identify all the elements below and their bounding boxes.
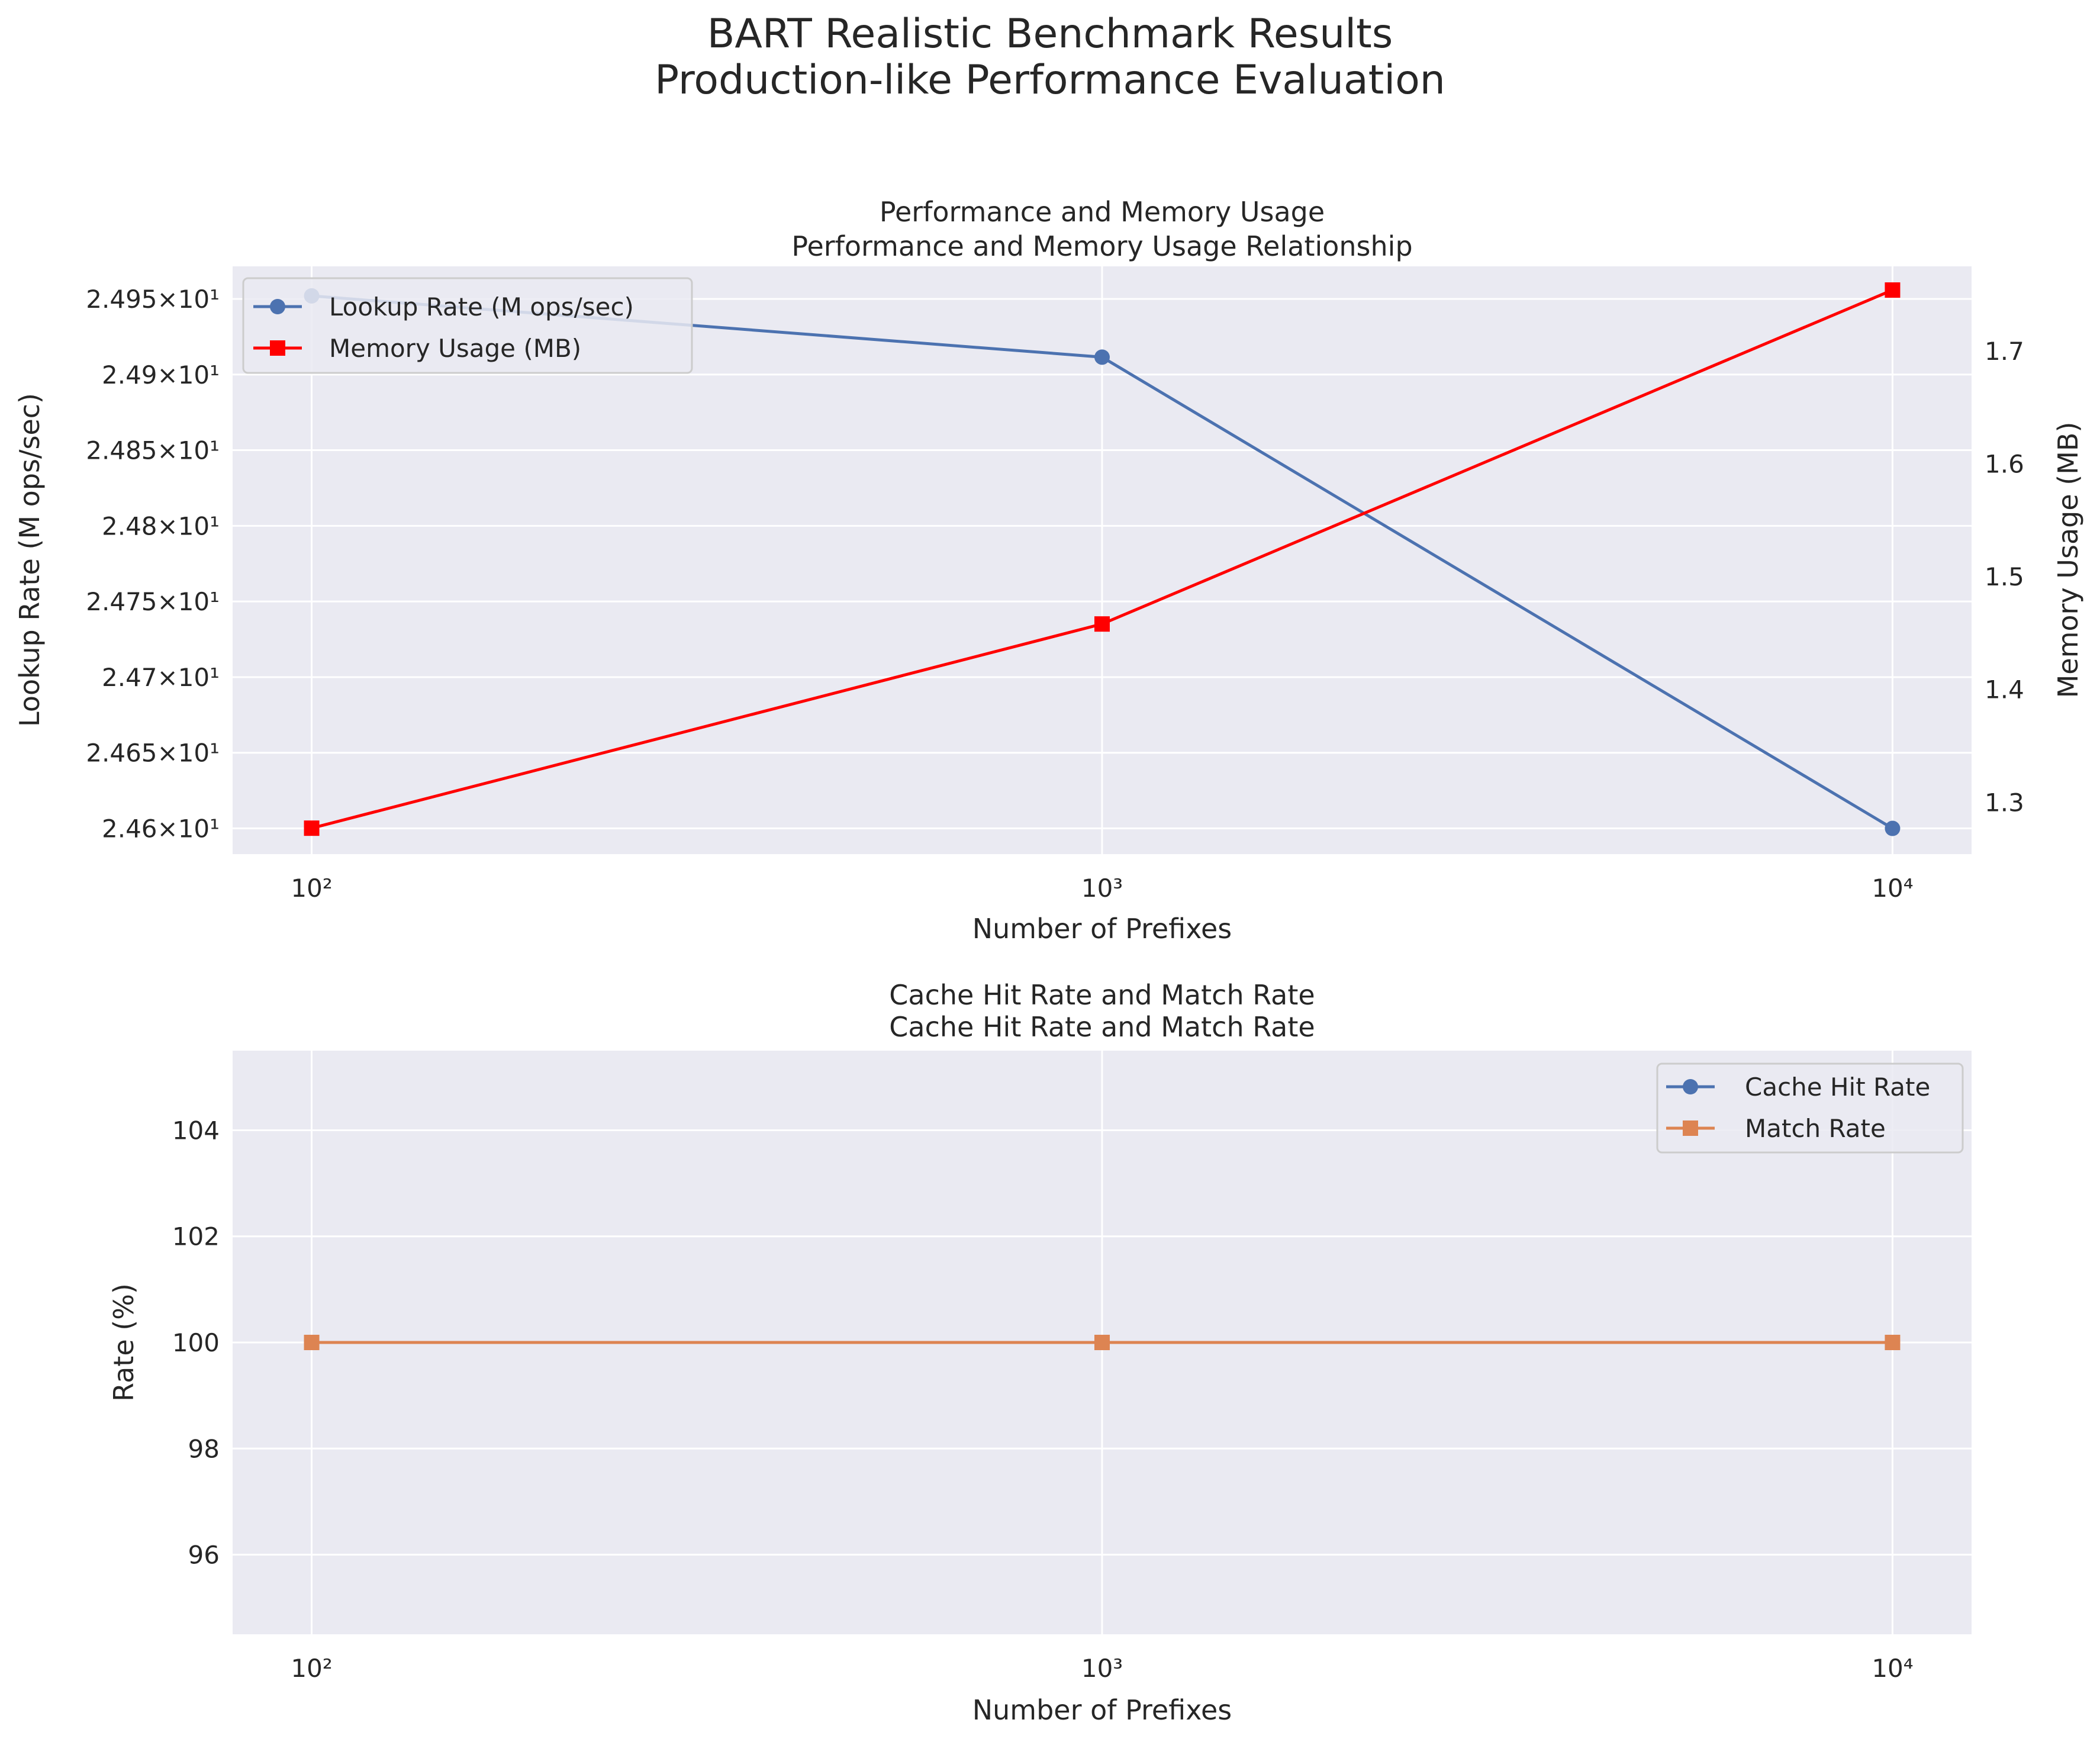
chart1-memory-usage-mb-point: [304, 820, 320, 836]
chart1-y2-tick-label: 1.3: [1985, 788, 2024, 817]
chart2-y-tick-label: 96: [188, 1541, 220, 1570]
chart2-y-axis-ticks: 96 98 100 102 104: [172, 1116, 220, 1569]
chart2-title-line-1: Cache Hit Rate and Match Rate: [889, 979, 1315, 1011]
chart2-y-axis-label: Rate (%): [108, 1283, 140, 1402]
chart1-y-tick-label: 2.49×10¹: [102, 360, 220, 389]
chart1-legend-memory-marker: [270, 340, 285, 356]
cache-match-chart: Cache Hit Rate and Match Rate Cache Hit …: [108, 979, 1972, 1726]
chart2-x-axis-ticks: 10² 10³ 10⁴: [291, 1654, 1913, 1683]
chart2-y-tick-label: 100: [172, 1328, 220, 1357]
chart1-memory-usage-mb-point: [1094, 616, 1110, 632]
chart1-legend-box: [242, 277, 693, 374]
chart1-y-tick-label: 2.465×10¹: [86, 739, 220, 768]
performance-memory-chart: Performance and Memory Usage Performance…: [14, 196, 2084, 945]
chart2-y-tick-label: 98: [188, 1434, 220, 1463]
chart1-memory-usage-mb-point: [1885, 282, 1901, 298]
chart2-x-tick-label: 10⁴: [1872, 1654, 1913, 1683]
chart1-y-tick-label: 2.47×10¹: [102, 663, 220, 692]
chart2-title-line-2: Cache Hit Rate and Match Rate: [889, 1011, 1315, 1043]
chart1-right-axis-ticks: 1.3 1.4 1.5 1.6 1.7: [1985, 337, 2024, 817]
chart1-legend-lookup-label: Lookup Rate (M ops/sec): [329, 292, 634, 321]
chart1-title-line-1: Performance and Memory Usage: [880, 196, 1325, 228]
suptitle-line-2: Production-like Performance Evaluation: [655, 57, 1445, 104]
chart1-right-axis-label: Memory Usage (MB): [2052, 422, 2084, 698]
chart1-y-tick-label: 2.48×10¹: [102, 511, 220, 540]
chart1-y-tick-label: 2.46×10¹: [102, 814, 220, 843]
chart1-y2-tick-label: 1.7: [1985, 337, 2024, 366]
suptitle-line-1: BART Realistic Benchmark Results: [707, 11, 1393, 57]
chart1-y-tick-label: 2.495×10¹: [86, 285, 220, 314]
chart1-x-axis-ticks: 10² 10³ 10⁴: [291, 874, 1913, 903]
chart2-match-rate-point: [1885, 1335, 1901, 1350]
chart1-y2-tick-label: 1.4: [1985, 675, 2024, 704]
chart2-y-tick-label: 102: [172, 1222, 220, 1251]
chart2-legend-cache-marker: [1683, 1079, 1698, 1094]
chart1-lookup-rate-m-ops-sec-point: [1885, 820, 1901, 836]
chart1-y2-tick-label: 1.6: [1985, 450, 2024, 479]
chart2-legend: Cache Hit Rate Match Rate: [1656, 1062, 1964, 1154]
chart2-legend-box: [1656, 1062, 1964, 1154]
chart2-legend-cache-label: Cache Hit Rate: [1745, 1073, 1930, 1102]
chart2-x-tick-label: 10²: [291, 1654, 332, 1683]
chart2-match-rate-point: [304, 1335, 320, 1350]
chart1-y-tick-label: 2.475×10¹: [86, 587, 220, 616]
chart1-legend-lookup-marker: [270, 299, 285, 314]
chart1-y2-tick-label: 1.5: [1985, 562, 2024, 591]
chart1-legend-memory-label: Memory Usage (MB): [329, 334, 581, 363]
chart2-y-tick-label: 104: [172, 1116, 220, 1145]
chart2-legend-match-marker: [1683, 1120, 1698, 1136]
chart2-x-axis-label: Number of Prefixes: [972, 1694, 1232, 1726]
chart1-left-axis-label: Lookup Rate (M ops/sec): [14, 393, 46, 727]
chart1-x-axis-label: Number of Prefixes: [972, 913, 1232, 945]
chart2-x-tick-label: 10³: [1081, 1654, 1123, 1683]
chart2-legend-match-label: Match Rate: [1745, 1114, 1886, 1143]
chart1-x-tick-label: 10⁴: [1872, 874, 1913, 903]
chart2-series: [304, 1335, 1901, 1350]
chart1-title-line-2: Performance and Memory Usage Relationshi…: [791, 230, 1412, 262]
chart1-x-tick-label: 10³: [1081, 874, 1123, 903]
chart1-lookup-rate-m-ops-sec-point: [1094, 349, 1110, 365]
chart1-legend: Lookup Rate (M ops/sec) Memory Usage (MB…: [242, 277, 693, 374]
chart1-x-tick-label: 10²: [291, 874, 332, 903]
chart1-y-tick-label: 2.485×10¹: [86, 436, 220, 465]
chart1-left-axis-ticks: 2.46×10¹ 2.465×10¹ 2.47×10¹ 2.475×10¹ 2.48×1…: [86, 285, 220, 843]
chart2-match-rate-point: [1094, 1335, 1110, 1350]
